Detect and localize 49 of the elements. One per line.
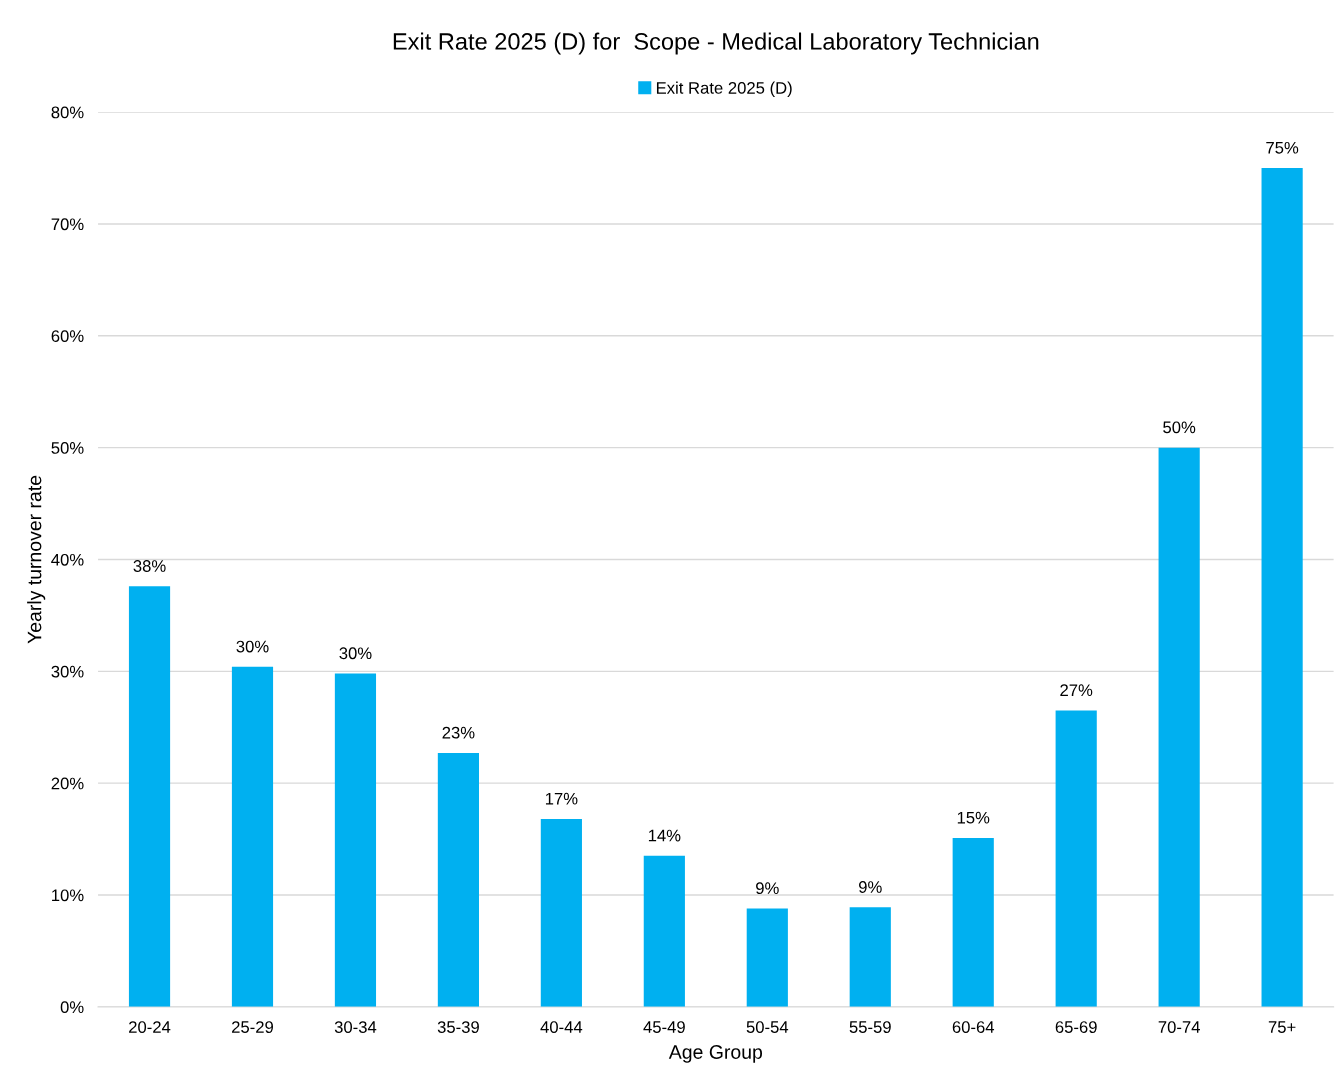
- data-label: 30%: [339, 647, 372, 660]
- data-label: 14%: [648, 829, 681, 842]
- x-tick-label: 75+: [1268, 1021, 1296, 1033]
- y-tick-label: 10%: [52, 889, 84, 902]
- bar: [952, 837, 994, 1007]
- data-label: 9%: [756, 882, 779, 895]
- x-tick-label: 70-74: [1158, 1021, 1200, 1033]
- x-tick-label: 20-24: [129, 1021, 171, 1033]
- bar: [1055, 710, 1097, 1007]
- data-label: 27%: [1060, 684, 1093, 696]
- data-label: 9%: [859, 881, 882, 893]
- bar: [128, 586, 171, 1007]
- bar: [746, 908, 788, 1007]
- y-tick-label: 30%: [51, 665, 84, 678]
- y-tick-label: 40%: [51, 553, 84, 566]
- bar: [231, 666, 274, 1007]
- bar: [540, 818, 582, 1007]
- chart-title: Exit Rate 2025 (D) for Scope - Medical Laboratory Technician: [393, 32, 1039, 55]
- x-tick-label: 30-34: [334, 1021, 377, 1033]
- data-label: 50%: [1163, 421, 1196, 434]
- bar: [849, 907, 891, 1007]
- bar: [437, 752, 479, 1007]
- y-tick-label: 60%: [51, 330, 84, 342]
- x-tick-label: 35-39: [437, 1021, 479, 1033]
- data-label: 30%: [236, 640, 269, 653]
- x-tick-label: 40-44: [540, 1021, 583, 1033]
- legend-label: Exit Rate 2025 (D): [656, 81, 792, 98]
- y-tick-label: 50%: [51, 442, 84, 454]
- bar: [1158, 447, 1200, 1007]
- data-label: 23%: [442, 726, 475, 739]
- data-label: 38%: [133, 560, 166, 572]
- bar: [334, 673, 377, 1007]
- data-label: 15%: [957, 811, 990, 824]
- data-label: 75%: [1266, 141, 1299, 154]
- x-tick-label: 65-69: [1055, 1021, 1097, 1033]
- y-tick-label: 20%: [51, 777, 84, 790]
- bar: [1261, 168, 1303, 1007]
- x-tick-label: 45-49: [643, 1021, 685, 1033]
- y-tick-label: 80%: [51, 106, 84, 119]
- x-tick-label: 60-64: [952, 1021, 995, 1033]
- x-tick-label: 55-59: [849, 1021, 891, 1033]
- y-tick-label: 0%: [60, 1001, 84, 1014]
- x-axis-title: Age Group: [668, 1045, 763, 1063]
- bar: [643, 855, 685, 1007]
- y-axis-title: Yearly turnover rate: [27, 475, 46, 644]
- x-tick-label: 25-29: [232, 1021, 274, 1033]
- x-tick-label: 50-54: [746, 1021, 789, 1033]
- y-tick-label: 70%: [51, 218, 84, 231]
- data-label: 17%: [545, 792, 578, 805]
